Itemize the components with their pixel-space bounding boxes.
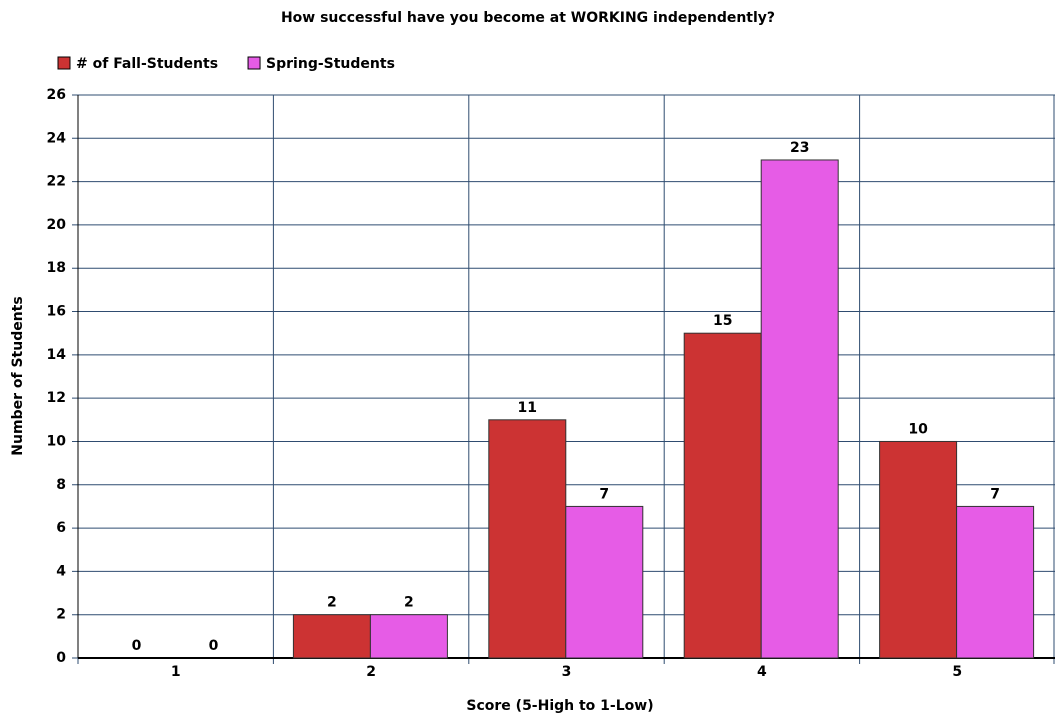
data-label: 0 <box>209 638 219 654</box>
y-tick-label: 0 <box>56 650 66 666</box>
x-tick-label: 3 <box>562 664 572 680</box>
y-tick-label: 20 <box>47 217 67 233</box>
y-tick-label: 6 <box>56 520 66 536</box>
data-label: 10 <box>908 421 928 437</box>
y-tick-label: 22 <box>47 174 66 190</box>
bar <box>956 505 1035 659</box>
bar <box>565 505 644 659</box>
chart-title: How successful have you become at WORKIN… <box>281 10 775 26</box>
bar <box>369 614 448 659</box>
y-tick-label: 18 <box>47 260 66 276</box>
y-tick-label: 24 <box>47 130 67 146</box>
y-tick-label: 26 <box>47 87 66 103</box>
y-axis-label: Number of Students <box>10 296 26 455</box>
y-tick-label: 4 <box>56 563 66 579</box>
data-label: 7 <box>990 486 1000 502</box>
y-tick-label: 14 <box>47 347 67 363</box>
bar <box>760 159 839 659</box>
y-tick-label: 12 <box>47 390 66 406</box>
y-tick-label: 16 <box>47 304 66 320</box>
data-label: 15 <box>713 313 732 329</box>
x-tick-label: 1 <box>171 664 181 680</box>
data-label: 2 <box>327 595 337 611</box>
x-tick-label: 2 <box>366 664 376 680</box>
x-tick-label: 4 <box>757 664 767 680</box>
bar <box>292 614 371 659</box>
data-label: 11 <box>518 400 537 416</box>
bar <box>879 440 958 659</box>
y-tick-label: 2 <box>56 607 66 623</box>
legend-label: # of Fall-Students <box>76 56 218 72</box>
x-tick-label: 5 <box>952 664 962 680</box>
legend-swatch <box>247 56 261 70</box>
bar <box>683 332 762 659</box>
legend-swatch <box>57 56 71 70</box>
bar <box>488 419 567 659</box>
legend-label: Spring-Students <box>266 56 395 72</box>
y-tick-label: 10 <box>47 433 67 449</box>
data-label: 0 <box>132 638 142 654</box>
data-label: 23 <box>790 140 809 156</box>
x-axis-label: Score (5-High to 1-Low) <box>466 698 653 714</box>
data-label: 7 <box>599 486 609 502</box>
y-tick-label: 8 <box>56 477 66 493</box>
data-label: 2 <box>404 595 414 611</box>
